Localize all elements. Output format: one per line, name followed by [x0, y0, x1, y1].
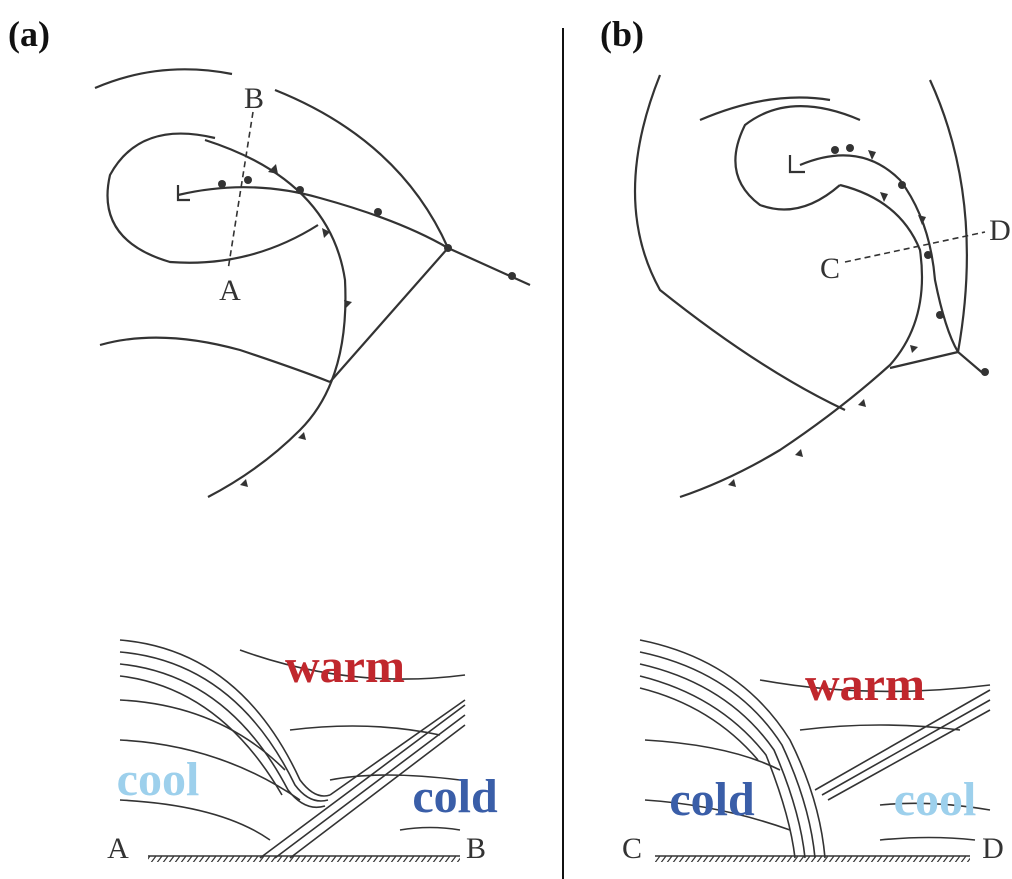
map-b: C D — [635, 75, 1011, 497]
map-a: B A — [95, 69, 530, 497]
point-label: D — [989, 214, 1011, 247]
panel-label: (b) — [600, 14, 644, 54]
point-label: C — [820, 252, 840, 285]
point-label: A — [107, 832, 129, 865]
section-a: warm cool cold A B — [107, 640, 498, 865]
air-label: cold — [669, 773, 755, 826]
point-label: B — [244, 82, 264, 115]
point-label: D — [982, 832, 1004, 865]
point-label: B — [466, 832, 486, 865]
section-b: warm cold cool C D — [622, 640, 1004, 865]
point-label: A — [219, 274, 241, 307]
air-label: cool — [117, 753, 200, 806]
air-label: warm — [805, 658, 925, 711]
air-label: cold — [412, 770, 498, 823]
point-label: C — [622, 832, 642, 865]
diagram: B A (a) warm cool cold A B — [0, 0, 1012, 879]
air-label: warm — [285, 640, 405, 693]
air-label: cool — [894, 773, 977, 826]
panel-label: (a) — [8, 14, 50, 54]
